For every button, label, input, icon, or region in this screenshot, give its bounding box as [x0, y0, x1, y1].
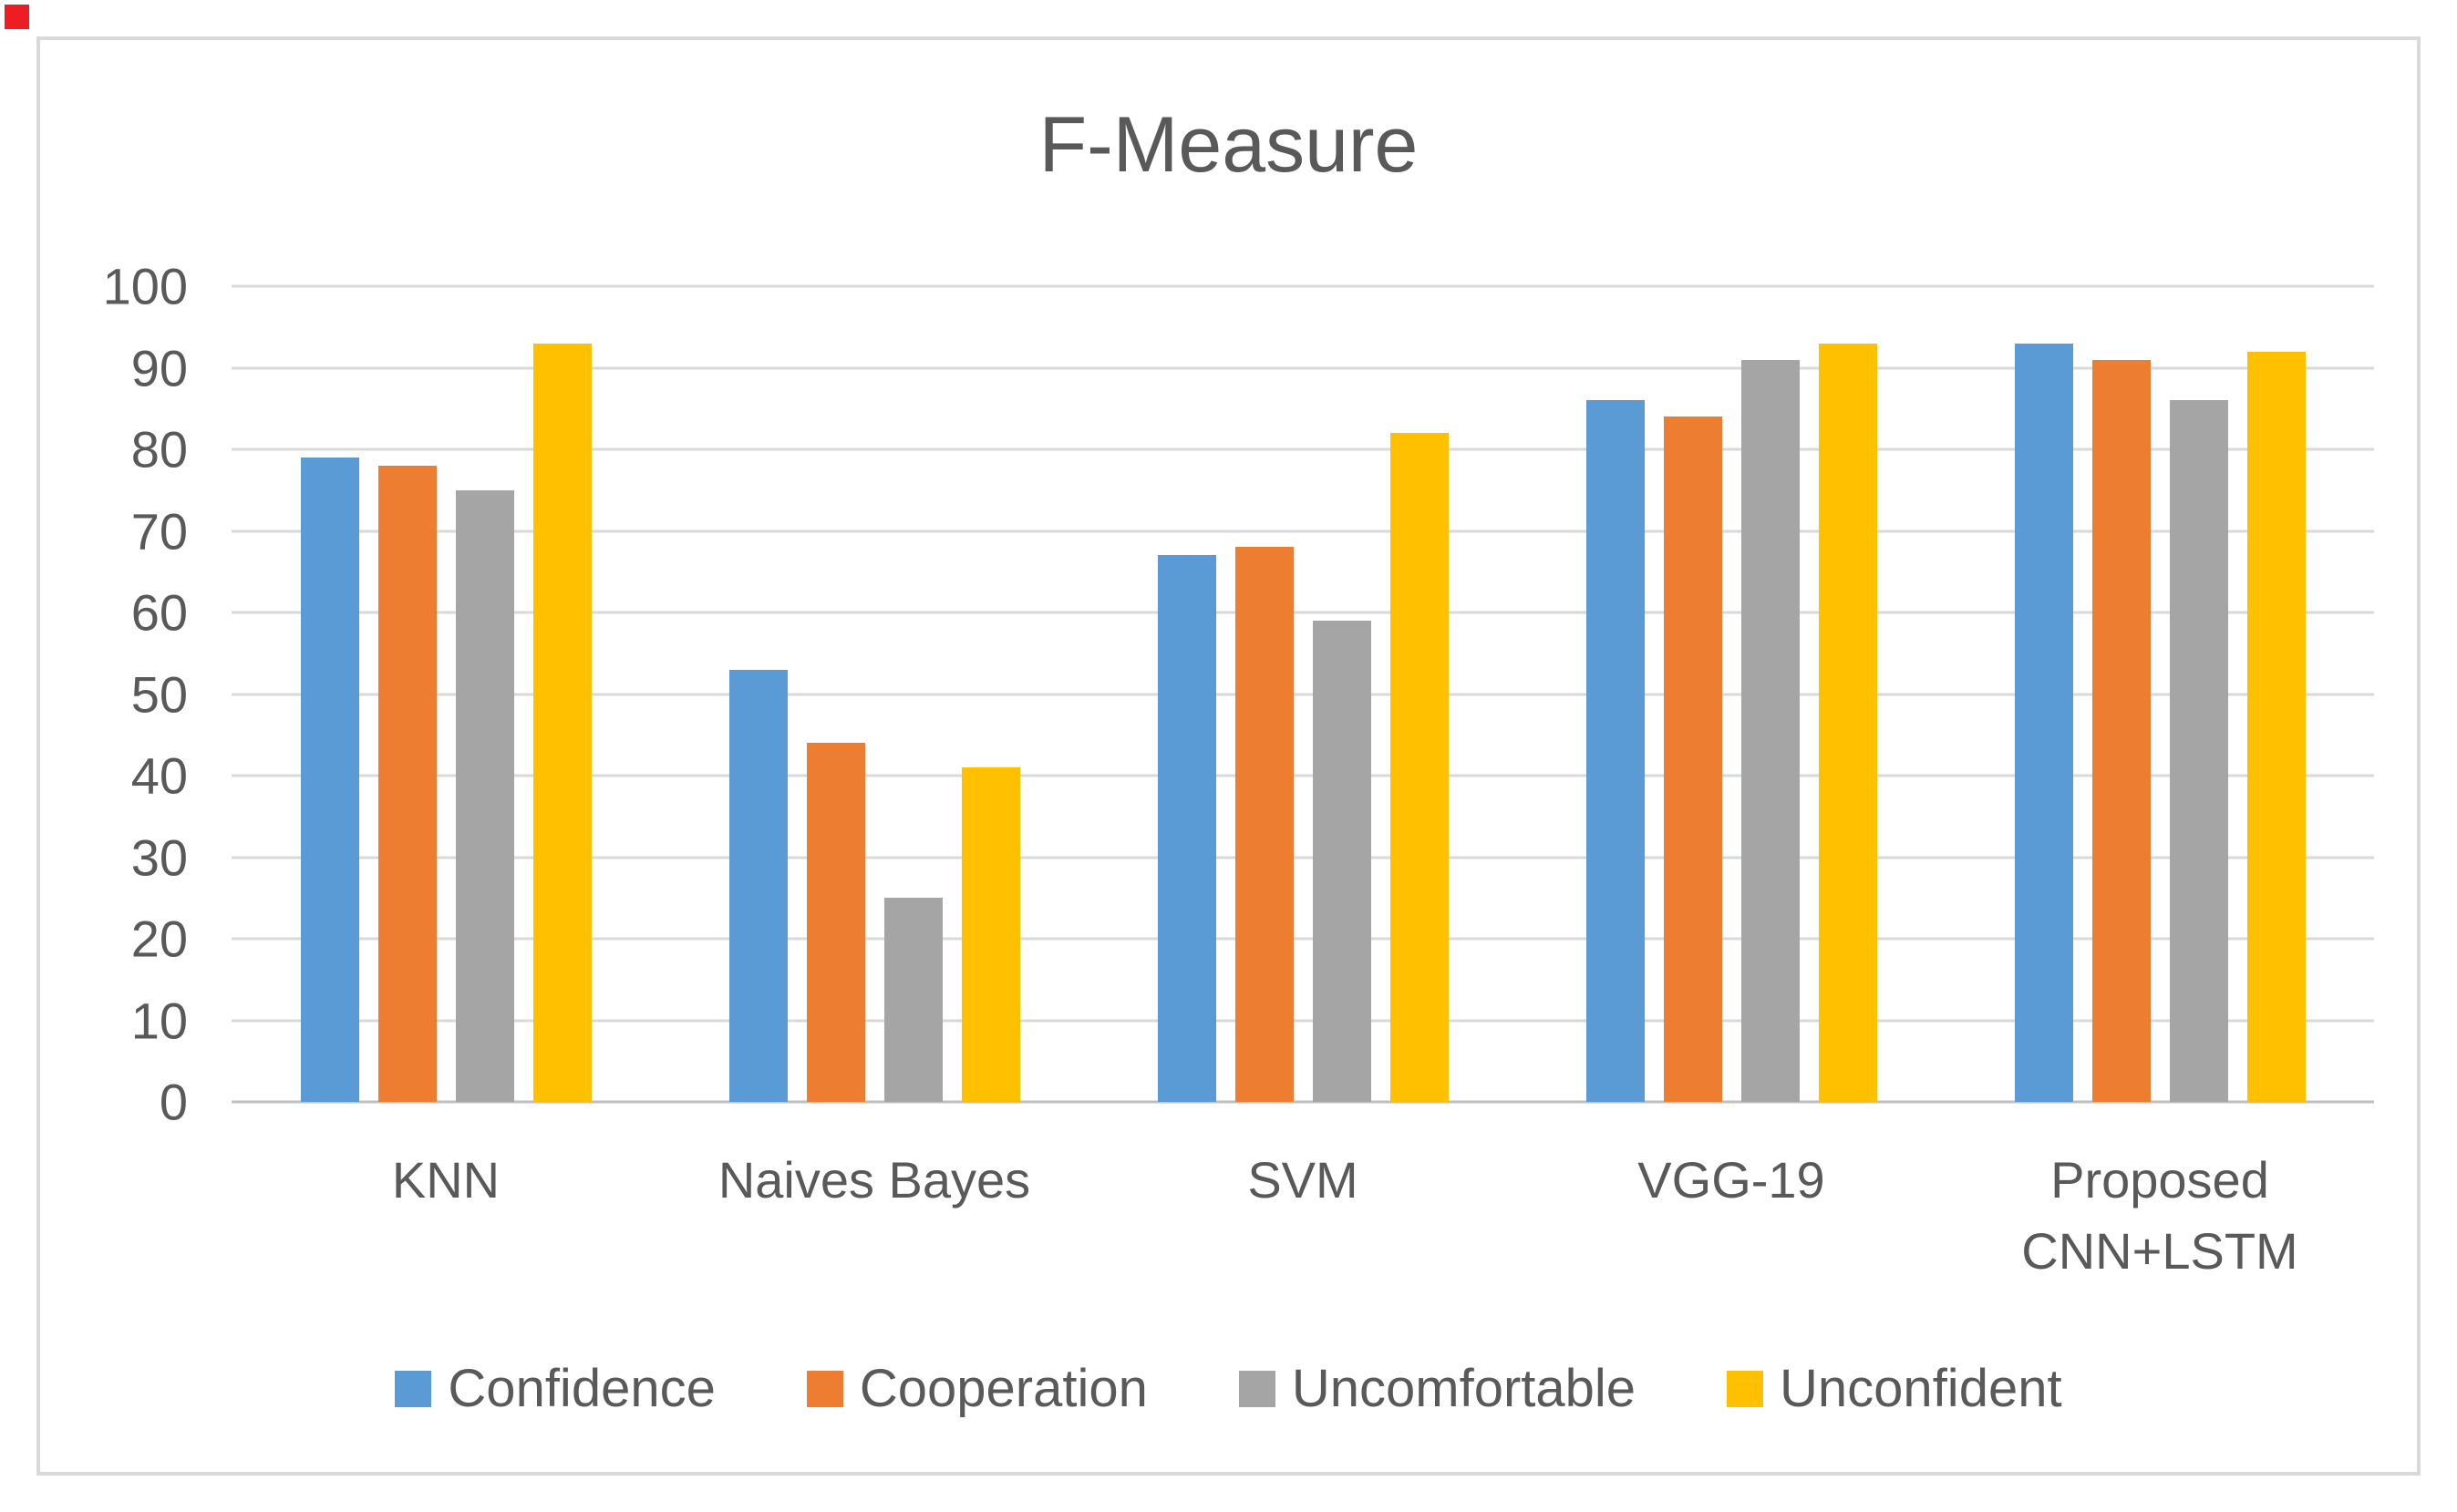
gridline-100	[232, 284, 2374, 288]
gridline-90	[232, 366, 2374, 369]
gridline-10	[232, 1019, 2374, 1022]
y-tick-label-10: 10	[130, 992, 188, 1049]
y-tick-label-30: 30	[130, 828, 188, 886]
bar-naives-bayes-unconfident	[961, 767, 1020, 1102]
y-tick-label-70: 70	[130, 502, 188, 560]
x-axis-labels: KNN Naives Bayes SVM VGG-19 Proposed CNN+LSTM	[232, 1145, 2374, 1288]
bar-svm-uncomfortable	[1312, 620, 1371, 1102]
legend-label: Cooperation	[859, 1359, 1148, 1418]
y-tick-label-20: 20	[130, 910, 188, 968]
legend-item-cooperation: Cooperation	[806, 1358, 1148, 1419]
bar-proposed-cnn-lstm-confidence	[2014, 343, 2073, 1102]
bar-naives-bayes-uncomfortable	[883, 898, 943, 1102]
legend-item-unconfident: Unconfident	[1727, 1358, 2062, 1419]
x-axis-label-knn: KNN	[232, 1145, 660, 1288]
y-tick-label-60: 60	[130, 583, 188, 642]
y-tick-label-40: 40	[130, 746, 188, 805]
y-tick-label-0: 0	[159, 1073, 188, 1131]
legend-label: Unconfident	[1780, 1359, 2062, 1418]
legend-item-uncomfortable: Uncomfortable	[1238, 1358, 1636, 1419]
bar-group-svm	[1089, 286, 1517, 1102]
gridline-40	[232, 774, 2374, 777]
x-axis-label-line: Proposed	[2050, 1151, 2269, 1209]
legend-swatch-unconfident	[1727, 1370, 1764, 1407]
bar-svm-confidence	[1157, 555, 1216, 1102]
y-tick-label-50: 50	[130, 665, 188, 723]
plot-area: 0 10 20 30 40 50 60 70 80 90 100	[103, 258, 2374, 1131]
legend-label: Uncomfortable	[1291, 1359, 1636, 1418]
gridline-50	[232, 693, 2374, 695]
y-tick-label-80: 80	[130, 420, 188, 478]
bar-group-naives-bayes	[660, 286, 1089, 1102]
bar-vgg-19-cooperation	[1663, 417, 1722, 1102]
bar-vgg-19-confidence	[1585, 400, 1645, 1102]
bar-naives-bayes-confidence	[728, 669, 788, 1102]
legend-swatch-cooperation	[806, 1370, 843, 1407]
gridline-80	[232, 447, 2374, 451]
legend-swatch-confidence	[395, 1370, 432, 1407]
x-axis-label-line: Naives Bayes	[717, 1151, 1031, 1209]
bar-knn-confidence	[300, 457, 359, 1102]
y-tick-label-100: 100	[102, 257, 188, 315]
bar-proposed-cnn-lstm-uncomfortable	[2169, 400, 2228, 1102]
gridline-70	[232, 530, 2374, 532]
chart-title: F-Measure	[1038, 101, 1419, 189]
x-axis-label-line: VGG-19	[1637, 1151, 1825, 1209]
gridline-20	[232, 937, 2374, 941]
bar-svm-cooperation	[1234, 547, 1294, 1102]
gridline-60	[232, 611, 2374, 614]
legend-item-confidence: Confidence	[395, 1358, 716, 1419]
bar-svm-unconfident	[1389, 433, 1449, 1102]
bar-knn-unconfident	[532, 343, 592, 1102]
bar-group-vgg-19	[1517, 286, 1946, 1102]
bar-group-proposed-cnn-lstm	[1946, 286, 2374, 1102]
y-tick-label-90: 90	[130, 339, 188, 396]
x-axis-label-line: CNN+LSTM	[2021, 1222, 2298, 1281]
bar-knn-cooperation	[377, 465, 437, 1102]
red-corner-marker	[5, 5, 29, 29]
legend-label: Confidence	[448, 1359, 716, 1418]
legend: Confidence Cooperation Uncomfortable Unconf…	[40, 1358, 2417, 1419]
x-axis-line	[232, 1100, 2374, 1104]
gridline-30	[232, 856, 2374, 859]
x-axis-label-vgg-19: VGG-19	[1517, 1145, 1946, 1288]
bar-proposed-cnn-lstm-cooperation	[2091, 359, 2151, 1102]
bar-proposed-cnn-lstm-unconfident	[2246, 351, 2306, 1102]
bar-knn-uncomfortable	[455, 489, 514, 1102]
bar-naives-bayes-cooperation	[806, 743, 865, 1102]
chart-frame: F-Measure 0 10 20 30 40 50 60 70 80 90 100 KNN Naiv…	[36, 36, 2421, 1476]
x-axis-label-svm: SVM	[1089, 1145, 1517, 1288]
bar-groups	[232, 286, 2374, 1102]
bar-group-knn	[232, 286, 660, 1102]
bar-vgg-19-uncomfortable	[1740, 359, 1800, 1102]
x-axis-label-line: SVM	[1247, 1151, 1358, 1209]
bar-vgg-19-unconfident	[1818, 343, 1877, 1102]
x-axis-label-line: KNN	[391, 1151, 501, 1209]
x-axis-label-naives-bayes: Naives Bayes	[660, 1145, 1089, 1288]
x-axis-label-proposed-cnn-lstm: Proposed CNN+LSTM	[1946, 1145, 2374, 1288]
legend-swatch-uncomfortable	[1238, 1370, 1275, 1407]
